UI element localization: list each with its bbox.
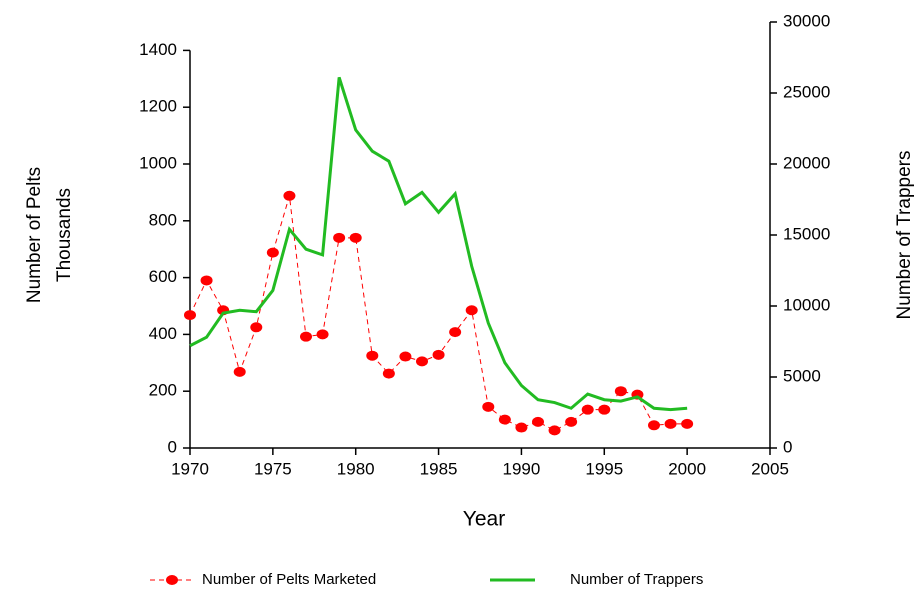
point <box>664 418 677 429</box>
point <box>266 247 279 258</box>
point <box>200 275 213 286</box>
point <box>333 232 346 243</box>
point <box>366 350 379 361</box>
y-axis-label: Number of Pelts <box>24 167 45 303</box>
legend-swatch <box>166 575 178 585</box>
point <box>449 327 462 338</box>
point <box>283 190 296 201</box>
y2-tick-label: 0 <box>783 437 792 456</box>
point <box>349 232 362 243</box>
x-tick-label: 2005 <box>751 459 789 478</box>
point <box>316 329 329 340</box>
x-tick-label: 1995 <box>585 459 623 478</box>
x-tick-label: 2000 <box>668 459 706 478</box>
point <box>681 418 694 429</box>
y-tick-label: 600 <box>149 267 177 286</box>
y2-tick-label: 15000 <box>783 224 830 243</box>
point <box>532 416 544 427</box>
legend-label: Number of Trappers <box>570 571 703 588</box>
point <box>598 404 611 415</box>
point <box>233 366 246 377</box>
y-tick-label: 1000 <box>139 153 177 172</box>
point <box>515 422 528 433</box>
point <box>432 349 445 360</box>
x-axis-label: Year <box>463 508 505 531</box>
y2-tick-label: 10000 <box>783 295 830 314</box>
point <box>382 368 395 379</box>
y2-tick-label: 25000 <box>783 82 830 101</box>
y-tick-label: 200 <box>149 381 177 400</box>
point <box>614 386 627 397</box>
point <box>482 401 495 412</box>
y2-tick-label: 5000 <box>783 366 821 385</box>
point <box>184 310 196 321</box>
point <box>648 420 660 431</box>
x-tick-label: 1975 <box>254 459 292 478</box>
x-tick-label: 1980 <box>337 459 375 478</box>
point <box>250 322 263 333</box>
series-line <box>189 76 688 412</box>
point <box>300 331 312 342</box>
point <box>548 425 561 436</box>
point <box>498 414 511 425</box>
y2-tick-label: 20000 <box>783 153 830 172</box>
y-tick-label: 1200 <box>139 97 177 116</box>
point <box>465 305 478 316</box>
y-tick-label: 400 <box>149 324 177 343</box>
y-tick-label: 0 <box>168 437 177 456</box>
legend-label: Number of Pelts Marketed <box>202 571 376 588</box>
y-axis-label: Thousands <box>54 188 75 282</box>
x-tick-label: 1985 <box>420 459 458 478</box>
point <box>581 404 594 415</box>
point <box>399 351 412 362</box>
x-tick-label: 1970 <box>171 459 209 478</box>
y2-axis-label: Number of Trappers <box>894 151 915 320</box>
y2-tick-label: 30000 <box>783 11 830 30</box>
point <box>565 416 578 427</box>
series-line <box>189 195 688 431</box>
y-tick-label: 800 <box>149 210 177 229</box>
y-tick-label: 1400 <box>139 40 177 59</box>
point <box>416 356 428 367</box>
x-tick-label: 1990 <box>503 459 541 478</box>
